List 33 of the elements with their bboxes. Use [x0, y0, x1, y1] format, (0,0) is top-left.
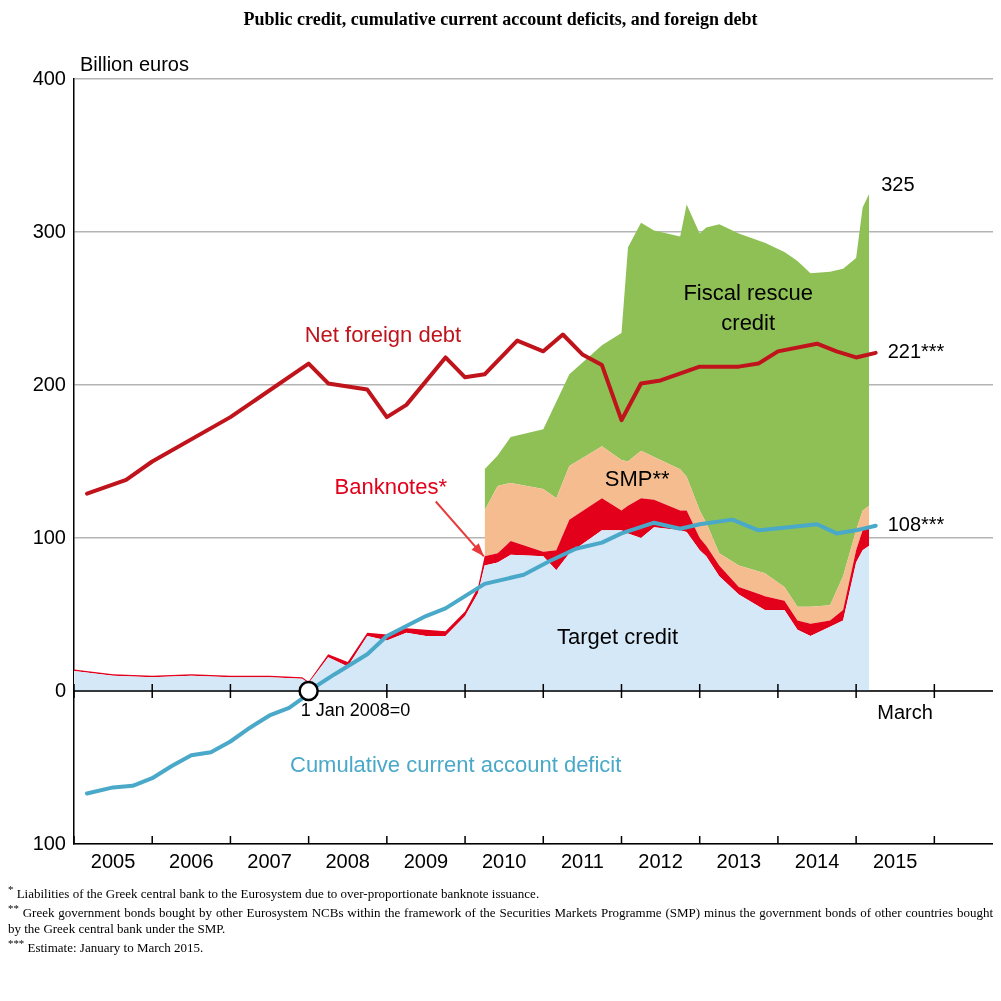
annotation: March — [877, 701, 933, 724]
annotation: 1 Jan 2008=0 — [300, 699, 411, 720]
text: $^{*}$ Liabilities of the Greek central bank to the Eurosystem due to over-proportionate banknote issuance. — [8, 882, 541, 902]
x-tick-label: 2015 — [872, 849, 918, 872]
y-tick-label: 100 — [32, 525, 66, 548]
y-tick-label: 400 — [32, 66, 66, 89]
series-label: Target credit — [557, 623, 679, 649]
x-tick-label: 2007 — [247, 849, 292, 872]
series-label: Cumulative current account deficit — [289, 752, 622, 778]
y-tick-label: 100 — [32, 831, 66, 854]
y-axis-title: Billion euros — [80, 52, 189, 75]
x-tick-label: 2009 — [403, 849, 449, 872]
x-tick-label: 2010 — [481, 849, 527, 872]
text: $^{***}$ Estimate: January to March 2015. — [8, 936, 205, 955]
series-label: Net foreign debt — [304, 322, 462, 348]
annotation: 325 — [881, 173, 915, 196]
series-label: SMP** — [604, 465, 670, 491]
x-tick-label: 2014 — [794, 849, 840, 872]
annotation: 108*** — [887, 513, 945, 536]
x-tick-label: 2006 — [169, 849, 214, 872]
x-tick-label: 2012 — [638, 849, 683, 872]
text: $^{**}$ Greek government bonds bought by other Eurosystem NCBs within the framework of the Securities Markets Programme (SMP) minus the government bonds of other countries bought by the Greek central bank under the SMP. — [8, 901, 993, 936]
series-label: Fiscal rescue credit — [683, 279, 813, 335]
annotation: 221*** — [887, 340, 945, 363]
text: Banknotes* — [334, 473, 448, 499]
x-tick-label: 2005 — [90, 849, 136, 872]
x-tick-label: 2011 — [560, 849, 604, 872]
x-tick-label: 2008 — [325, 849, 370, 872]
y-tick-label: 0 — [54, 678, 66, 701]
y-tick-label: 200 — [32, 372, 66, 395]
y-tick-label: 300 — [32, 219, 66, 242]
chart-title: Public credit, cumulative current account deficits, and foreign debt — [242, 8, 759, 30]
x-tick-label: 2013 — [716, 849, 762, 872]
